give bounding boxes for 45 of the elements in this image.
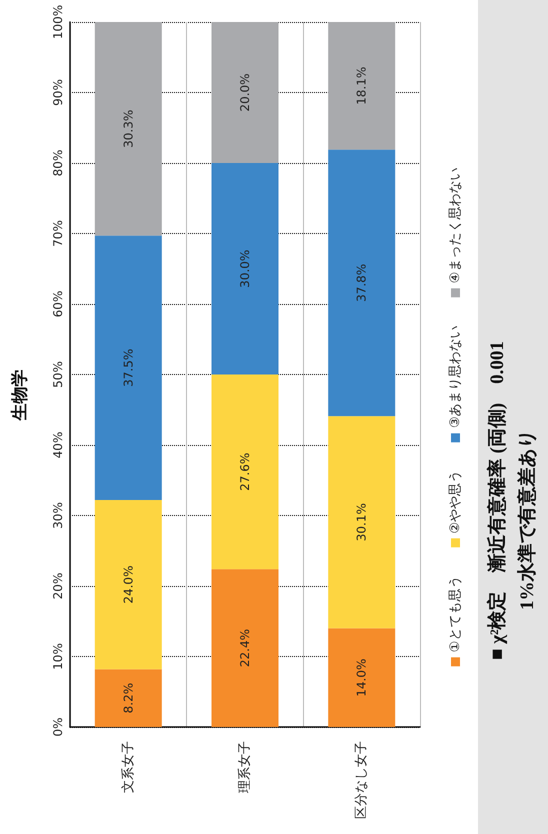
text: ①とても思う xyxy=(447,576,464,652)
bar xyxy=(212,22,278,163)
text: ④まったく思わない xyxy=(447,168,464,284)
bar xyxy=(94,22,162,236)
y-tick-label: 40% xyxy=(51,432,65,458)
bar xyxy=(328,150,396,416)
data-label: 8.2% xyxy=(121,682,136,714)
bar xyxy=(328,628,396,727)
x-tick-label: 文系女子 xyxy=(120,741,136,793)
bar xyxy=(212,163,278,374)
bar xyxy=(328,22,396,150)
y-tick-label: 90% xyxy=(51,79,65,106)
data-label: 20.0% xyxy=(238,73,252,112)
text: ②やや思う xyxy=(447,470,464,534)
y-tick-label: 20% xyxy=(51,572,65,600)
data-label: 30.0% xyxy=(238,250,252,288)
data-label: 37.8% xyxy=(354,264,369,302)
data-label: 14.0% xyxy=(354,658,369,697)
data-label: 22.4% xyxy=(238,628,252,668)
bar xyxy=(212,374,278,570)
text: 生物学 xyxy=(10,370,30,422)
bar xyxy=(94,500,162,670)
data-label: 37.5% xyxy=(121,348,136,387)
y-tick-label: 30% xyxy=(51,502,65,529)
text: ■ χ²検定 漸近有意確率 (両側) 0.001 xyxy=(486,341,509,660)
text: ③あまり思わない xyxy=(447,325,464,428)
bar xyxy=(328,416,396,628)
x-tick-label: 理系女子 xyxy=(238,741,252,793)
y-tick-label: 80% xyxy=(51,150,65,176)
y-tick-label: 60% xyxy=(51,290,65,318)
data-label: 30.3% xyxy=(121,110,136,148)
y-tick-label: 100% xyxy=(51,4,65,40)
data-label: 18.1% xyxy=(354,66,369,105)
text: 1%水準で有意差あり xyxy=(516,430,539,610)
data-label: 30.1% xyxy=(354,503,369,542)
bar xyxy=(94,236,162,500)
bar xyxy=(212,569,278,727)
x-tick-label: 区分なし女子 xyxy=(354,741,370,819)
bar xyxy=(94,669,162,727)
y-tick-label: 0% xyxy=(51,717,65,737)
y-tick-label: 50% xyxy=(51,361,65,388)
y-tick-label: 70% xyxy=(51,220,65,247)
data-label: 24.0% xyxy=(121,566,136,604)
y-tick-label: 10% xyxy=(51,643,65,670)
data-label: 27.6% xyxy=(238,452,252,491)
